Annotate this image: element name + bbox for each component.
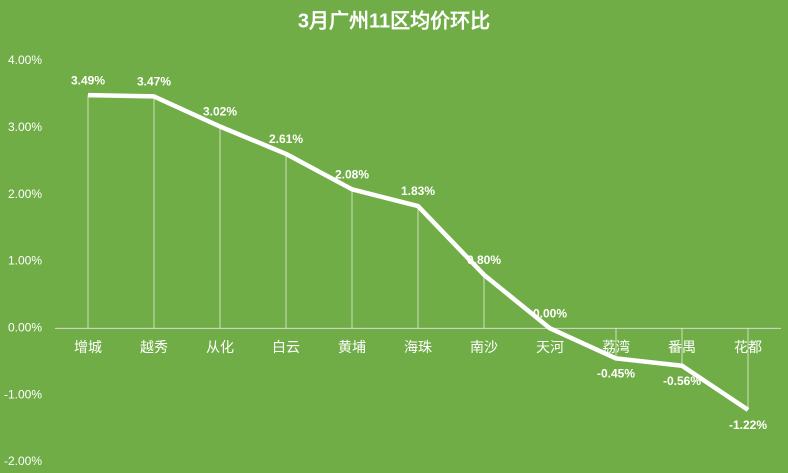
y-tick-label: 1.00% — [8, 254, 42, 268]
data-label: 3.47% — [137, 75, 171, 89]
x-tick-label: 天河 — [536, 339, 564, 355]
line — [87, 92, 750, 412]
data-label: -0.56% — [663, 374, 701, 388]
y-tick-label: 2.00% — [8, 187, 42, 201]
data-label: 2.08% — [335, 167, 369, 181]
x-tick-label: 从化 — [206, 339, 234, 355]
y-tick-label: -2.00% — [4, 454, 42, 468]
data-label: 3.02% — [203, 105, 237, 119]
chart-title: 3月广州11区均价环比 — [298, 8, 490, 32]
x-tick-label: 黄埔 — [338, 339, 366, 355]
data-label: 2.61% — [269, 132, 303, 146]
data-label: 3.49% — [71, 73, 105, 87]
y-tick-label: 3.00% — [8, 120, 42, 134]
y-tick-label: 4.00% — [8, 53, 42, 67]
x-tick-label: 越秀 — [140, 339, 168, 355]
x-tick-label: 白云 — [272, 339, 300, 355]
x-tick-label: 增城 — [74, 339, 102, 355]
data-label: -0.45% — [597, 367, 635, 381]
y-tick-label: -1.00% — [4, 387, 42, 401]
x-tick-label: 南沙 — [470, 339, 498, 355]
data-label: 1.83% — [401, 184, 435, 198]
y-tick-label: 0.00% — [8, 321, 42, 335]
data-label: 0.00% — [533, 307, 567, 321]
x-tick-label: 海珠 — [404, 339, 432, 355]
data-label: -1.22% — [729, 418, 767, 432]
